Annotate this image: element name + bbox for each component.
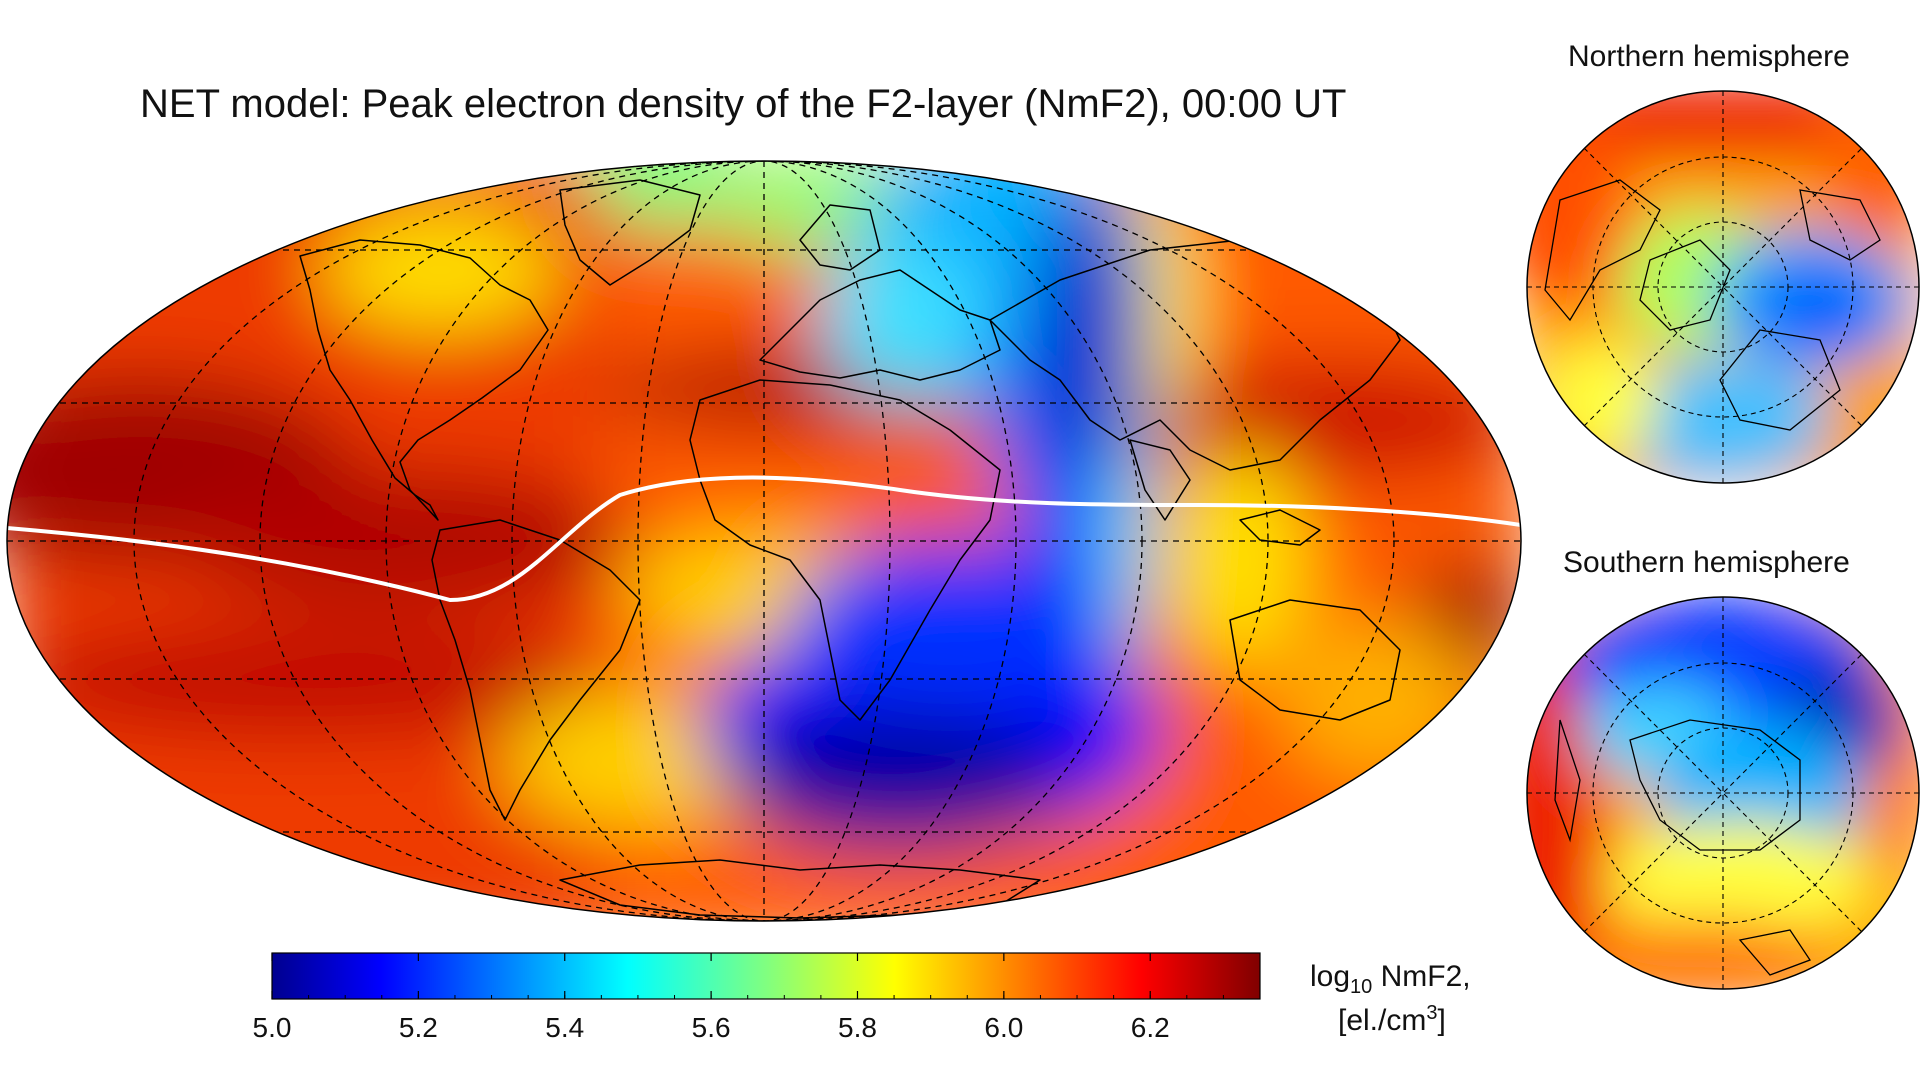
india-coast [1129, 439, 1191, 521]
colorbar-unit-line2: [el./cm3] [1338, 1002, 1446, 1037]
north-inset-border [1526, 90, 1920, 484]
north-inset [1527, 91, 1919, 483]
colorbar-tick-label: 5.8 [838, 1012, 877, 1043]
colorbar-tick-label: 5.4 [545, 1012, 584, 1043]
colorbar-gradient [271, 952, 1261, 1000]
antarctica-coast [559, 859, 1041, 919]
colorbar-tick-label: 5.6 [692, 1012, 731, 1043]
indonesia-coast [1239, 509, 1321, 546]
colorbar-ticks: 5.0 5.2 5.4 5.6 5.8 6.0 6.2 [253, 953, 1261, 1043]
north-america-coast [299, 239, 549, 521]
colorbar-tick-label: 6.2 [1131, 1012, 1170, 1043]
colorbar: 5.0 5.2 5.4 5.6 5.8 6.0 6.2 [253, 952, 1261, 1043]
world-map [7, 161, 1521, 921]
scandinavia-coast [799, 204, 881, 271]
colorbar-tick-label: 5.0 [253, 1012, 292, 1043]
greenland-coast [559, 179, 701, 286]
south-inset-border [1526, 596, 1920, 990]
africa-coast [689, 379, 1001, 721]
south-inset-title: Southern hemisphere [1563, 546, 1850, 579]
coastlines [299, 179, 1401, 919]
chart-title: NET model: Peak electron density of the … [140, 82, 1347, 126]
australia-coast [1229, 599, 1401, 721]
south-america-coast [431, 519, 641, 821]
south-inset [1527, 597, 1919, 989]
dip-equator-line [7, 475, 1521, 603]
density-field [7, 161, 1521, 921]
colorbar-unit-line1: log10 NmF2, [1310, 960, 1471, 998]
asia-coast [989, 239, 1401, 471]
map-border [6, 160, 1522, 922]
colorbar-tick-label: 5.2 [399, 1012, 438, 1043]
colorbar-tick-label: 6.0 [984, 1012, 1023, 1043]
north-inset-title: Northern hemisphere [1568, 40, 1850, 73]
